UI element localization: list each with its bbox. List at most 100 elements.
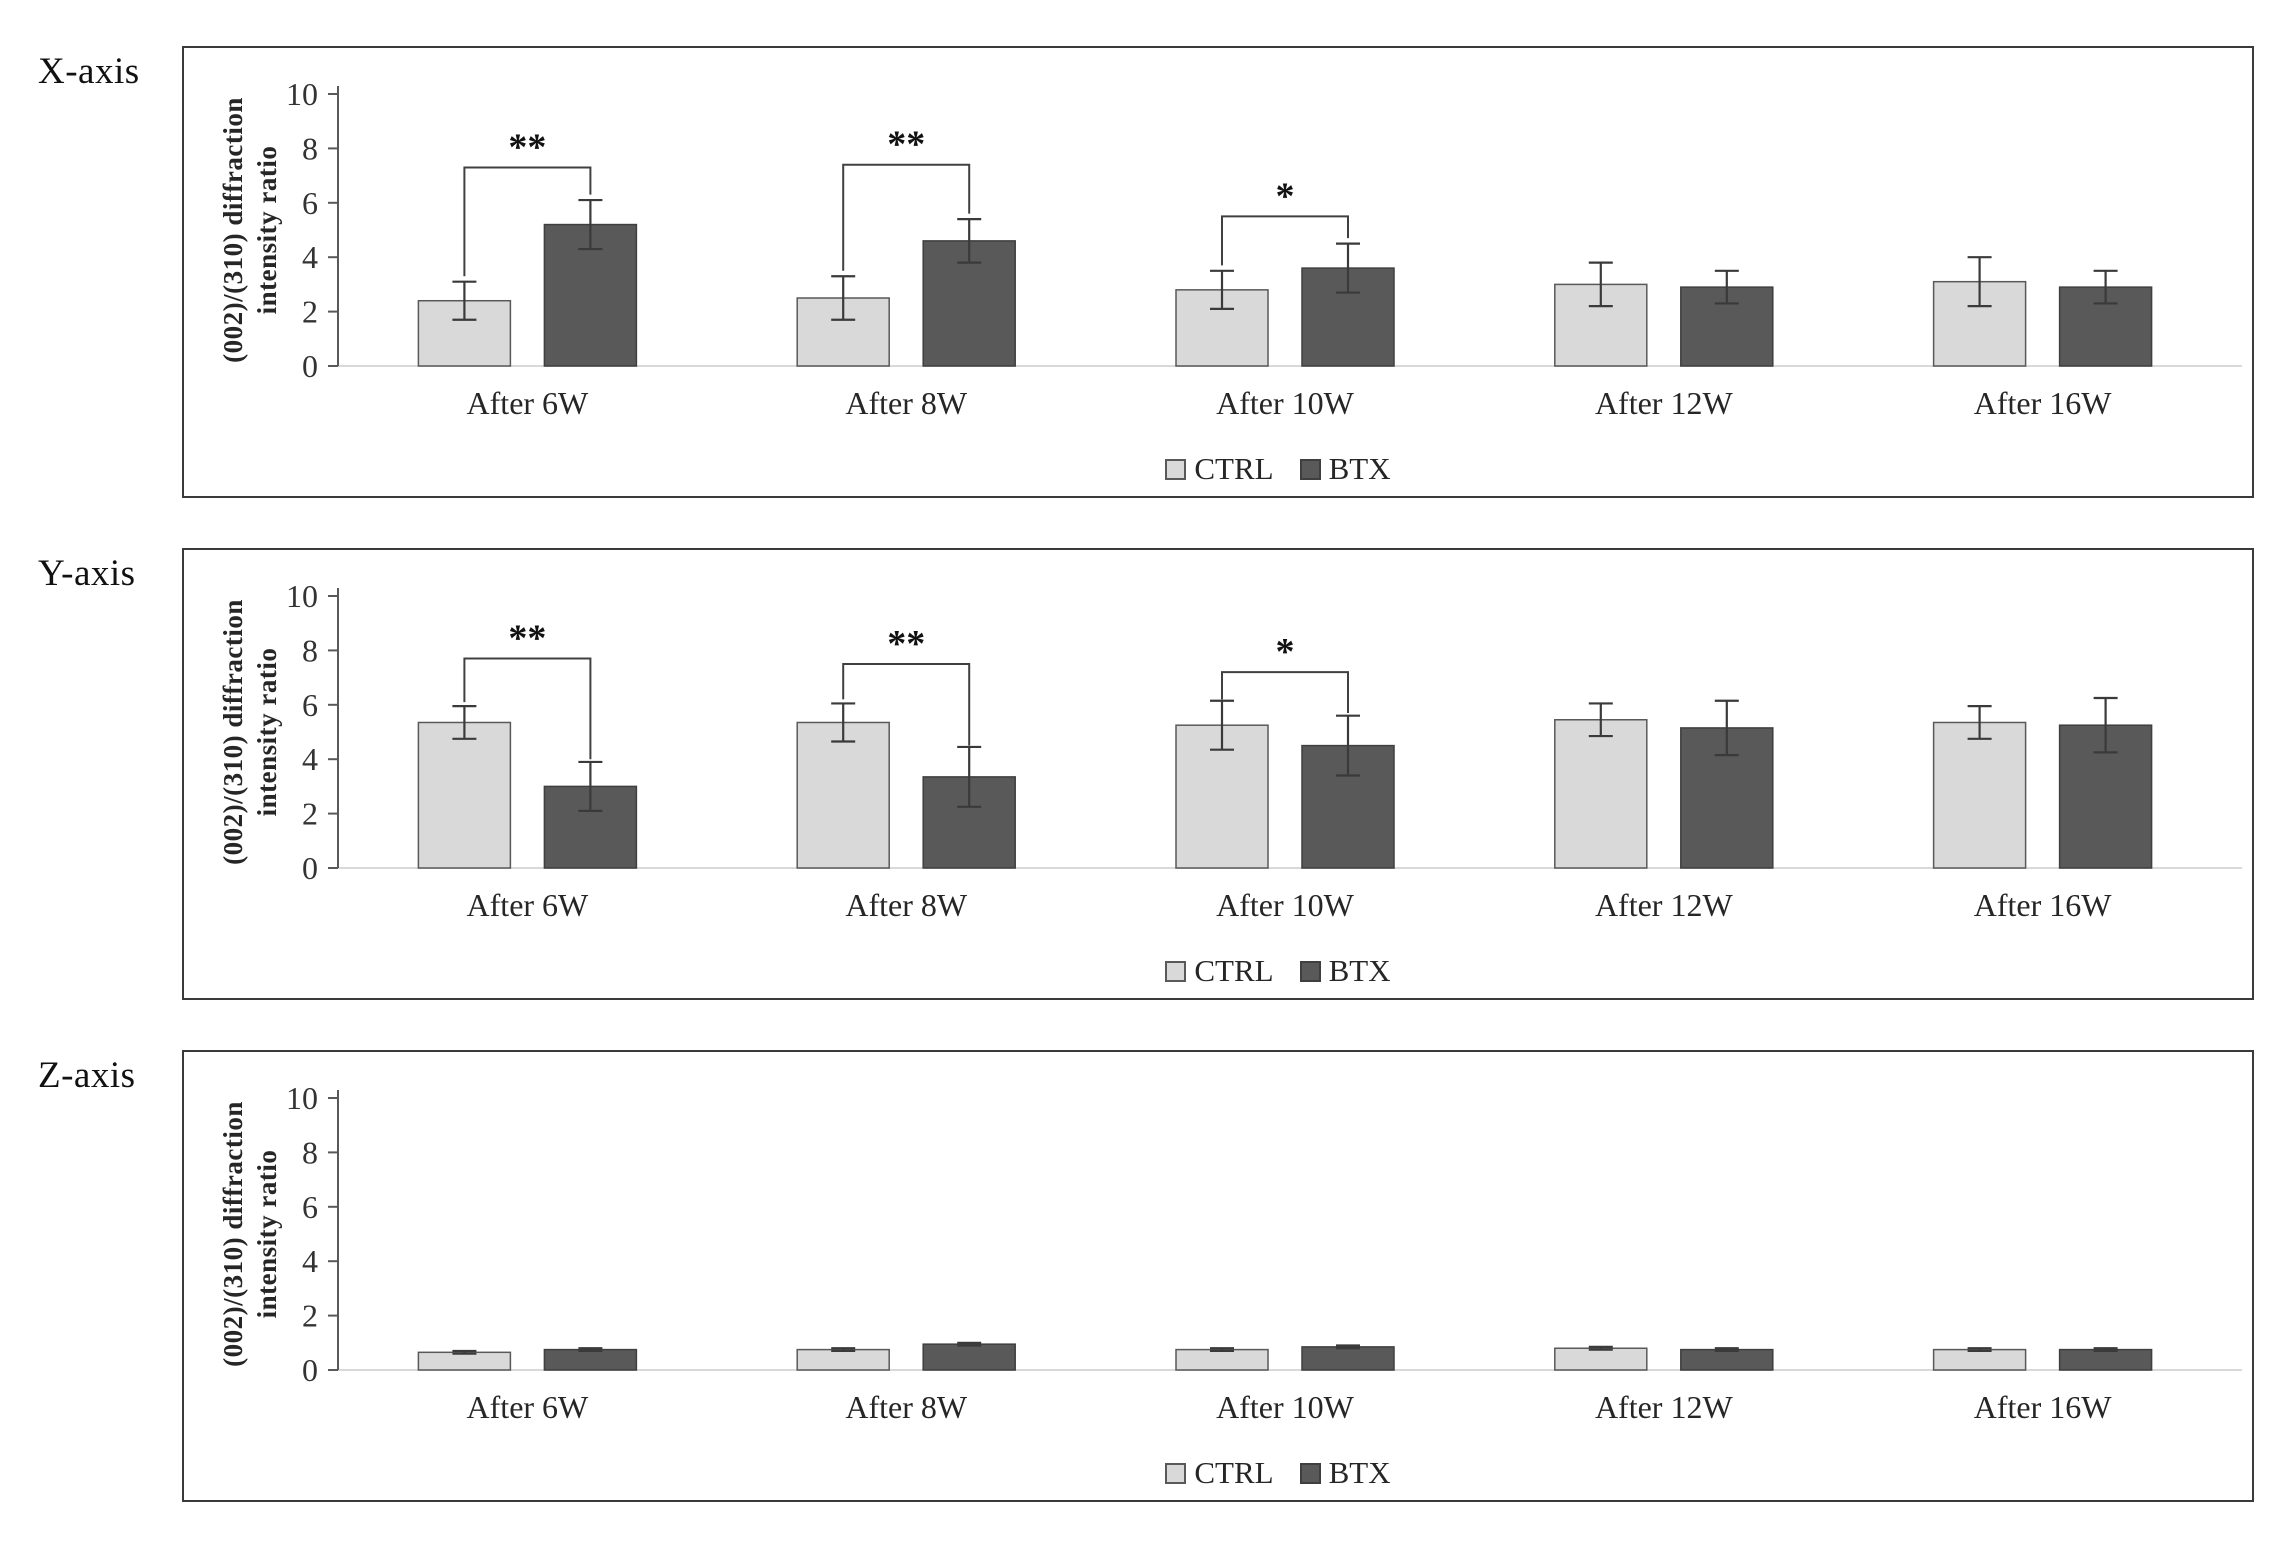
legend-item-ctrl: CTRL — [1165, 451, 1274, 487]
category-label: After 10W — [1216, 887, 1355, 923]
bar-btx — [1301, 1346, 1395, 1371]
y-tick-label: 8 — [302, 1134, 318, 1170]
bar-btx — [543, 1348, 638, 1371]
panel-row-y: Y-axis 0 2 4 6 8 10 (002)/(310) diffraction int… — [0, 548, 2288, 1000]
y-axis-title: intensity ratio — [252, 1150, 282, 1319]
bar-ctrl — [1554, 283, 1648, 367]
panel-title-z: Z-axis — [38, 1055, 136, 1096]
y-tick-label: 2 — [302, 294, 318, 330]
y-tick-label: 2 — [302, 1298, 318, 1334]
y-tick-label: 6 — [302, 687, 318, 723]
category-label: After 6W — [467, 385, 590, 421]
bar-btx — [1680, 1348, 1774, 1371]
category-label: After 12W — [1595, 887, 1734, 923]
y-tick-label: 4 — [302, 1243, 318, 1279]
panel-title-y: Y-axis — [38, 553, 136, 594]
y-axis-title: (002)/(310) diffraction — [218, 599, 248, 865]
y-tick-label: 10 — [286, 76, 318, 112]
significance-bracket — [463, 657, 592, 760]
legend-label-btx: BTX — [1328, 1455, 1391, 1490]
category-label: After 12W — [1595, 385, 1734, 421]
category-label: After 6W — [467, 887, 590, 923]
bar-ctrl — [417, 1351, 512, 1371]
significance-label: ** — [508, 618, 546, 660]
bar-ctrl — [796, 721, 890, 869]
significance-label: ** — [887, 623, 925, 665]
panel-row-x: X-axis 0 2 4 6 8 10 (002)/(310) diffraction int… — [0, 46, 2288, 498]
y-tick-label: 0 — [302, 1352, 318, 1388]
legend-item-ctrl: CTRL — [1165, 1455, 1274, 1491]
bar-ctrl — [1175, 1348, 1269, 1371]
bar-chart-z: 0 2 4 6 8 10 (002)/(310) diffraction intensity … — [218, 1080, 2242, 1425]
legend-x: CTRL BTX — [186, 448, 2250, 490]
legend-item-btx: BTX — [1299, 451, 1391, 487]
legend-label-btx: BTX — [1328, 451, 1391, 486]
chart-panel-y: 0 2 4 6 8 10 (002)/(310) diffraction intensity … — [182, 548, 2254, 1000]
bar-ctrl — [1554, 1347, 1648, 1371]
legend-swatch-ctrl — [1165, 960, 1187, 982]
bar-ctrl — [796, 1348, 890, 1371]
legend-label-ctrl: CTRL — [1194, 953, 1274, 988]
bar-chart-x: 0 2 4 6 8 10 (002)/(310) diffraction intensity … — [218, 76, 2242, 421]
chart-panel-x: 0 2 4 6 8 10 (002)/(310) diffraction intensity … — [182, 46, 2254, 498]
y-axis-title: intensity ratio — [252, 648, 282, 817]
bar-btx — [2058, 1348, 2153, 1371]
significance-bracket — [1221, 671, 1349, 713]
significance-label: * — [1276, 175, 1295, 217]
bar-ctrl — [1932, 721, 2027, 869]
legend-item-btx: BTX — [1299, 953, 1391, 989]
category-label: After 16W — [1974, 1389, 2113, 1425]
y-tick-label: 6 — [302, 185, 318, 221]
bar-ctrl — [1932, 1348, 2027, 1371]
category-label: After 10W — [1216, 1389, 1355, 1425]
legend-item-ctrl: CTRL — [1165, 953, 1274, 989]
legend-label-ctrl: CTRL — [1194, 451, 1274, 486]
legend-swatch-btx — [1299, 1462, 1321, 1484]
significance-bracket — [1221, 215, 1349, 266]
y-axis-title: (002)/(310) diffraction — [218, 1101, 248, 1367]
category-label: After 16W — [1974, 887, 2113, 923]
legend-label-ctrl: CTRL — [1194, 1455, 1274, 1490]
y-tick-label: 10 — [286, 1080, 318, 1116]
y-axis-title: intensity ratio — [252, 146, 282, 315]
legend-swatch-btx — [1299, 458, 1321, 480]
y-tick-label: 8 — [302, 130, 318, 166]
y-tick-label: 4 — [302, 741, 318, 777]
y-tick-label: 8 — [302, 632, 318, 668]
legend-swatch-ctrl — [1165, 1462, 1187, 1484]
bar-ctrl — [417, 721, 512, 869]
y-tick-label: 6 — [302, 1189, 318, 1225]
bar-ctrl — [1554, 719, 1648, 869]
y-tick-label: 0 — [302, 850, 318, 886]
bar-btx — [922, 1343, 1016, 1371]
y-tick-label: 4 — [302, 239, 318, 275]
category-label: After 6W — [467, 1389, 590, 1425]
category-label: After 10W — [1216, 385, 1355, 421]
legend-label-btx: BTX — [1328, 953, 1391, 988]
y-tick-label: 0 — [302, 348, 318, 384]
significance-bracket — [842, 663, 971, 746]
category-label: After 16W — [1974, 385, 2113, 421]
bar-ctrl — [1175, 289, 1269, 367]
y-axis-title: (002)/(310) diffraction — [218, 97, 248, 363]
significance-label: ** — [508, 126, 546, 168]
legend-item-btx: BTX — [1299, 1455, 1391, 1491]
panel-title-x: X-axis — [38, 51, 140, 92]
significance-bracket — [463, 166, 592, 277]
legend-swatch-ctrl — [1165, 458, 1187, 480]
y-tick-label: 10 — [286, 578, 318, 614]
category-label: After 8W — [845, 385, 968, 421]
significance-bracket — [842, 163, 971, 271]
legend-z: CTRL BTX — [186, 1452, 2250, 1494]
y-tick-label: 2 — [302, 796, 318, 832]
chart-panel-z: 0 2 4 6 8 10 (002)/(310) diffraction intensity … — [182, 1050, 2254, 1502]
category-label: After 8W — [845, 1389, 968, 1425]
significance-label: ** — [887, 124, 925, 166]
panel-row-z: Z-axis 0 2 4 6 8 10 (002)/(310) diffraction int… — [0, 1050, 2288, 1502]
legend-swatch-btx — [1299, 960, 1321, 982]
bar-chart-y: 0 2 4 6 8 10 (002)/(310) diffraction intensity … — [218, 578, 2242, 923]
significance-label: * — [1276, 631, 1295, 673]
category-label: After 12W — [1595, 1389, 1734, 1425]
category-label: After 8W — [845, 887, 968, 923]
